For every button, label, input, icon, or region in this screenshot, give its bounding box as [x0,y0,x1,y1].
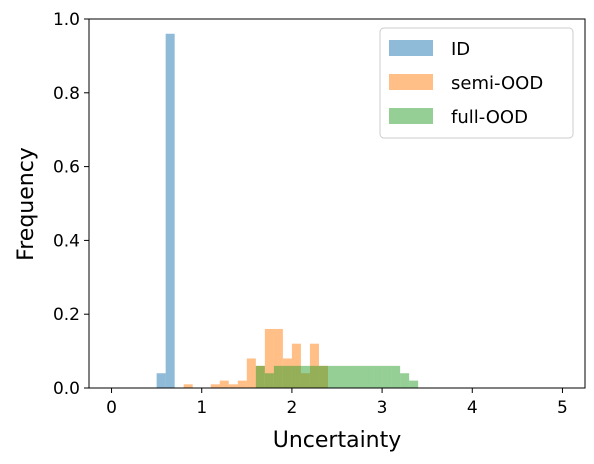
y-tick-label-1: 0.2 [53,305,80,325]
bar-full-ood-10 [346,365,356,388]
legend: ID semi-OOD full-OOD [379,27,574,139]
y-axis-title: Frequency [14,147,39,261]
x-tick-label-5: 5 [557,398,568,418]
bar-full-ood-17 [409,380,419,388]
bar-full-ood-11 [355,365,365,388]
bar-semi-ood-3 [228,384,238,388]
y-tick-label-5: 1.0 [53,10,80,30]
bar-id-0 [156,373,166,388]
y-tick-label-0: 0.0 [53,379,80,399]
x-tick-label-1: 1 [196,398,207,418]
bar-full-ood-9 [337,365,347,388]
legend-label-semi-ood: semi-OOD [451,73,543,94]
bar-full-ood-0 [255,365,265,388]
bar-semi-ood-2 [219,380,229,388]
bar-full-ood-13 [373,365,383,388]
bar-full-ood-1 [264,373,274,388]
bar-semi-ood-0 [183,384,193,388]
bar-full-ood-12 [364,365,374,388]
legend-label-id: ID [451,39,470,60]
x-tick-label-4: 4 [467,398,478,418]
y-axis: 0.0 0.2 0.4 0.6 0.8 1.0 [53,10,89,399]
bar-semi-ood-5 [246,358,256,388]
legend-label-full-ood: full-OOD [451,107,528,128]
y-tick-label-2: 0.4 [53,231,80,251]
x-axis: 0 1 2 3 4 5 [106,388,568,418]
x-tick-label-0: 0 [106,398,117,418]
bar-full-ood-5 [300,365,310,388]
bar-full-ood-7 [318,365,328,388]
bar-id-1 [165,33,175,388]
bar-semi-ood-8 [273,328,283,388]
bar-full-ood-8 [327,365,337,388]
bar-full-ood-2 [273,365,283,388]
legend-swatch-semi-ood [389,74,433,90]
bar-full-ood-14 [382,365,392,388]
bar-semi-ood-7 [264,328,274,388]
bar-full-ood-15 [391,365,401,388]
x-tick-label-3: 3 [377,398,388,418]
bar-full-ood-16 [400,373,410,388]
bar-full-ood-6 [309,365,319,388]
plot-frame [88,18,586,389]
x-axis-title: Uncertainty [273,428,402,453]
y-tick-label-3: 0.6 [53,158,80,178]
bar-semi-ood-1 [210,384,220,388]
histogram-bars [156,33,419,388]
bar-semi-ood-4 [237,380,247,388]
y-tick-label-4: 0.8 [53,84,80,104]
legend-swatch-id [389,40,433,56]
legend-swatch-full-ood [389,108,433,124]
x-tick-label-2: 2 [286,398,297,418]
bar-full-ood-3 [282,365,292,388]
bar-full-ood-4 [291,365,301,388]
